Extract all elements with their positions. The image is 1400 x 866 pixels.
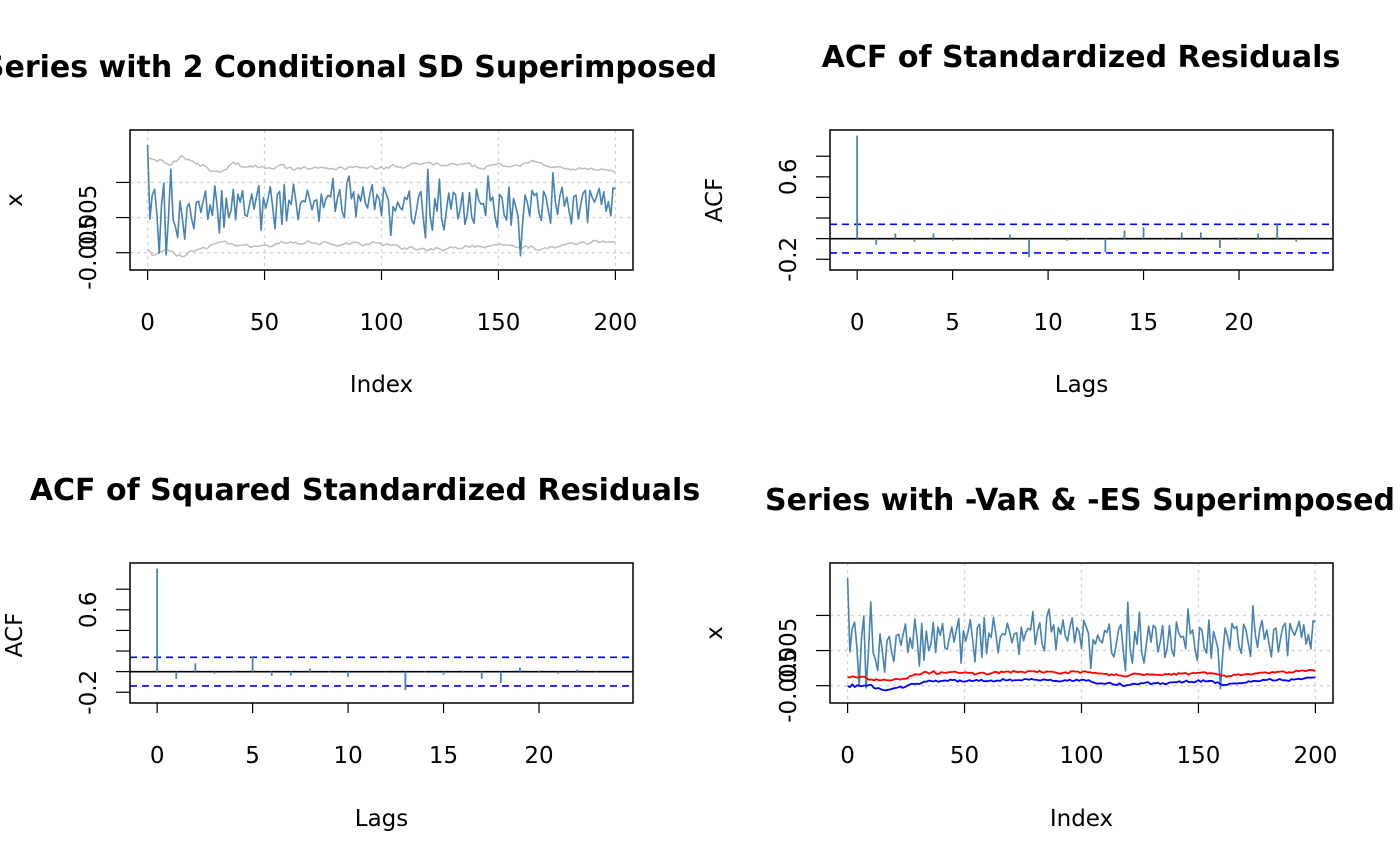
chart-title: Series with -VaR & -ES Superimposed [765, 483, 1395, 518]
plot-area [130, 130, 633, 270]
chart-title: Series with 2 Conditional SD Superimpose… [0, 50, 717, 85]
x-tick-label: 150 [476, 310, 520, 336]
chart-title: ACF of Squared Standardized Residuals [30, 473, 700, 508]
x-tick-label: 5 [245, 743, 260, 769]
x-tick-label: 5 [945, 310, 960, 336]
y-tick-label: -0.2 [776, 237, 802, 282]
series-line-series [146, 144, 616, 257]
y-tick-label: -0.005 [76, 216, 102, 290]
y-tick-label: 0.005 [776, 618, 802, 684]
x-axis-label: Lags [1055, 372, 1109, 398]
x-tick-label: 20 [1224, 310, 1253, 336]
x-tick-label: 50 [950, 743, 979, 769]
x-tick-label: 10 [333, 743, 362, 769]
series-line-upper-band [147, 154, 616, 174]
y-axis-label: ACF [2, 613, 28, 658]
chart-title: ACF of Standardized Residuals [822, 40, 1341, 75]
plot-frame [829, 129, 1334, 271]
x-axis-label: Lags [355, 806, 409, 832]
plot-frame [129, 129, 634, 271]
x-tick-label: 100 [360, 310, 404, 336]
x-tick-label: 20 [524, 743, 553, 769]
series-line-lower-band [147, 239, 616, 258]
x-tick-label: 10 [1033, 310, 1062, 336]
y-axis-label: ACF [702, 178, 728, 223]
series-line-neg-es [847, 676, 1316, 692]
x-tick-label: 200 [1293, 743, 1337, 769]
x-tick-label: 0 [840, 743, 855, 769]
panel-1: Series with 2 Conditional SD Superimpose… [0, 50, 717, 398]
y-tick-label: 0.6 [776, 159, 802, 196]
plot-area [130, 568, 633, 691]
plot-area [830, 563, 1333, 703]
panel-4: Series with -VaR & -ES Superimposed x Inde… [702, 483, 1395, 832]
y-axis-label: x [702, 626, 728, 640]
x-tick-label: 100 [1060, 743, 1104, 769]
x-tick-label: 200 [593, 310, 637, 336]
plot-frame [129, 562, 634, 704]
series-line-neg-var [847, 668, 1316, 682]
panel-2: ACF of Standardized Residuals ACF Lags 0 5 10… [702, 40, 1340, 398]
series-line-series [846, 577, 1316, 690]
y-tick-label: -0.2 [76, 670, 102, 715]
y-axis-label: x [2, 193, 28, 207]
panel-3: ACF of Squared Standardized Residuals ACF… [2, 473, 700, 832]
y-tick-label: 0.005 [76, 185, 102, 251]
plot-area [830, 135, 1333, 258]
x-tick-label: 15 [429, 743, 458, 769]
x-axis-label: Index [350, 372, 413, 398]
x-tick-label: 50 [250, 310, 279, 336]
x-tick-label: 0 [140, 310, 155, 336]
x-tick-label: 15 [1129, 310, 1158, 336]
y-tick-label: -0.005 [776, 649, 802, 723]
x-tick-label: 0 [150, 743, 165, 769]
x-tick-label: 150 [1176, 743, 1220, 769]
x-tick-label: 0 [850, 310, 865, 336]
x-axis-label: Index [1050, 806, 1113, 832]
y-tick-label: 0.6 [76, 592, 102, 629]
plot-frame [829, 562, 1334, 704]
